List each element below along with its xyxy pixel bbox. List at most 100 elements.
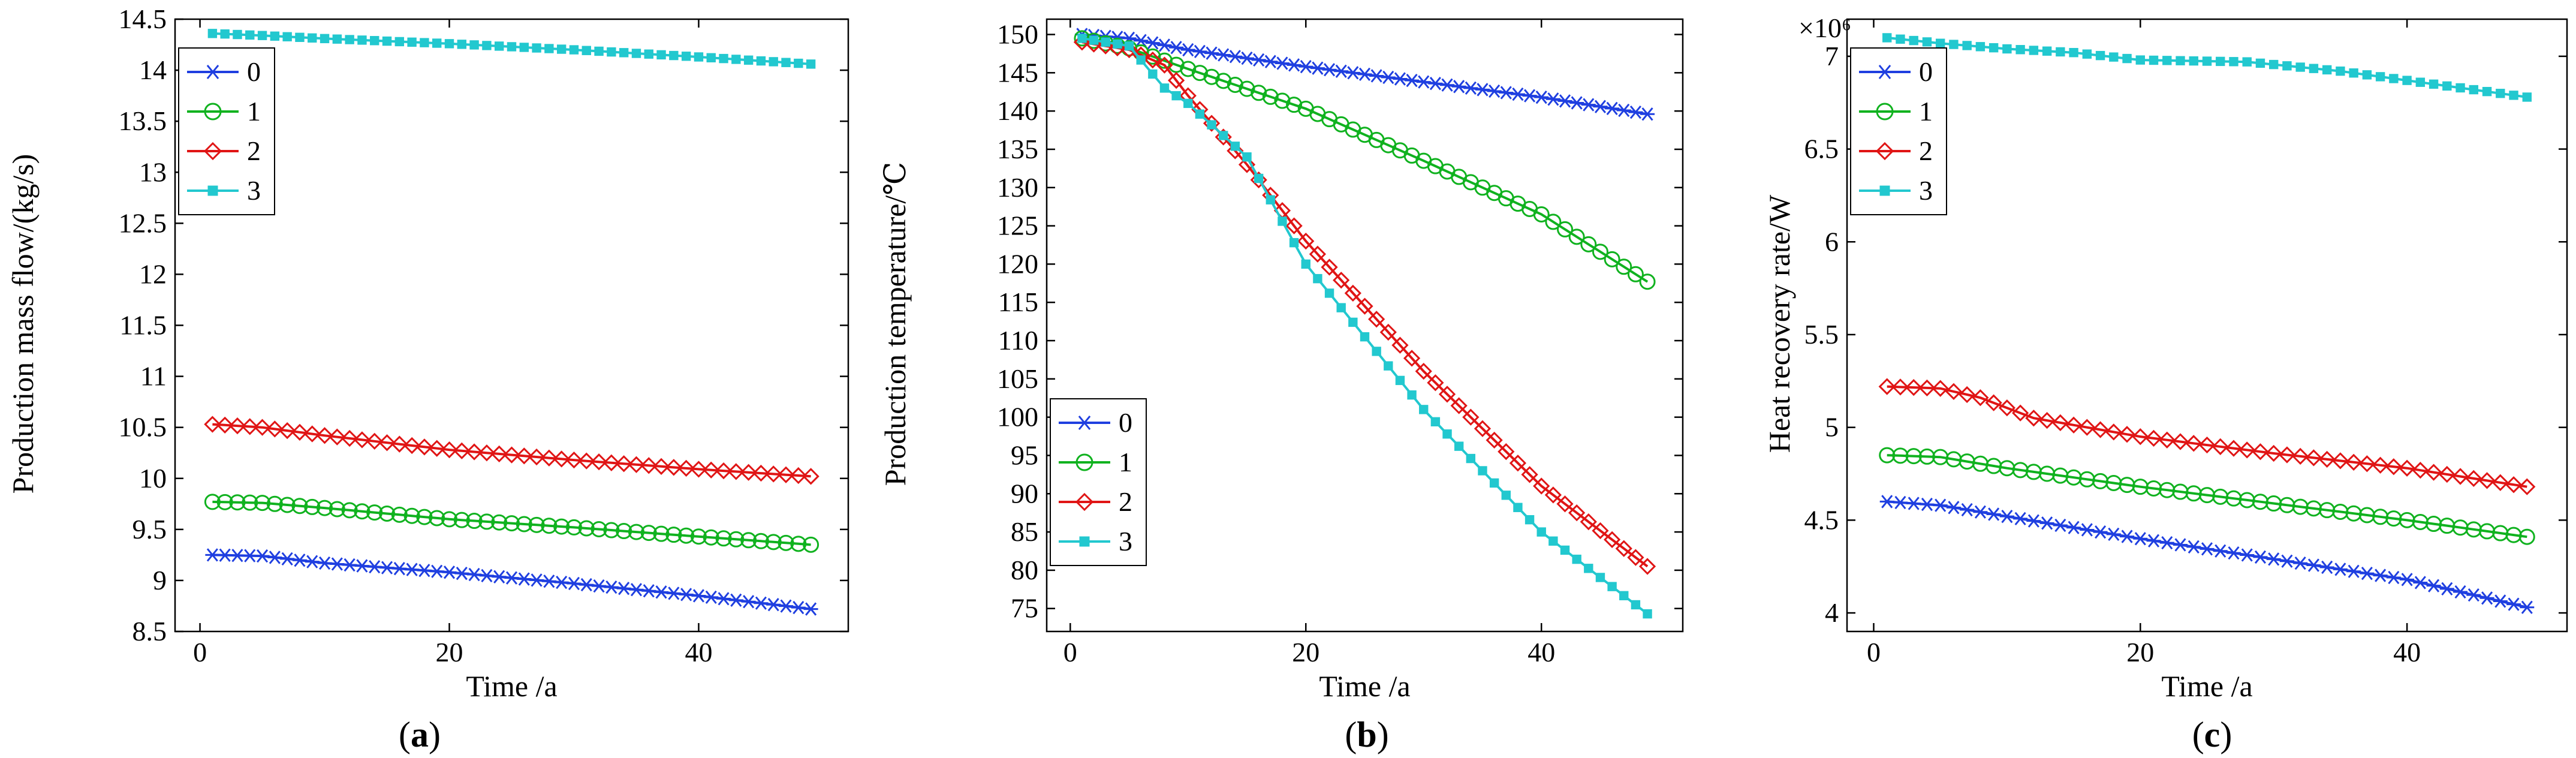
data-point-2 xyxy=(740,464,757,481)
data-point-0 xyxy=(579,577,594,592)
panel-caption: (b) xyxy=(1345,715,1388,754)
data-point-3 xyxy=(1183,98,1193,109)
data-point-2 xyxy=(465,443,483,461)
plot-area-frame xyxy=(1046,18,1684,633)
data-point-2 xyxy=(453,442,471,459)
data-point-2 xyxy=(2505,476,2523,494)
y-tick-label: 6.5 xyxy=(1804,134,1839,164)
data-point-0 xyxy=(2213,544,2228,558)
data-point-3 xyxy=(2295,62,2305,72)
data-point-3 xyxy=(1395,375,1405,386)
data-point-3 xyxy=(1159,83,1170,93)
series-3 xyxy=(1077,34,1652,619)
data-point-1 xyxy=(1191,65,1208,82)
data-point-2 xyxy=(2465,470,2482,488)
data-point-0 xyxy=(1405,73,1420,88)
y-tick-label: 14.5 xyxy=(119,4,167,34)
data-point-2 xyxy=(1891,378,1909,396)
series-0 xyxy=(1879,495,2535,614)
data-point-0 xyxy=(405,563,420,576)
data-point-1 xyxy=(391,506,408,523)
data-point-2 xyxy=(703,461,720,479)
data-point-3 xyxy=(1077,34,1087,43)
series-1 xyxy=(1879,447,2535,545)
data-point-3 xyxy=(681,52,691,61)
data-point-1 xyxy=(304,498,321,515)
data-point-3 xyxy=(2429,79,2439,89)
data-point-2 xyxy=(1333,272,1350,289)
data-point-3 xyxy=(2109,52,2119,62)
data-point-3 xyxy=(1360,332,1370,342)
data-point-3 xyxy=(719,53,728,64)
data-point-3 xyxy=(2469,85,2479,95)
y-tick-label: 145 xyxy=(997,57,1038,88)
y-tick-label: 75 xyxy=(1011,593,1038,624)
data-point-0 xyxy=(379,561,394,574)
data-point-3 xyxy=(370,36,379,46)
data-point-1 xyxy=(1568,228,1585,245)
data-point-0 xyxy=(230,549,245,563)
data-point-2 xyxy=(2425,464,2442,481)
data-point-1 xyxy=(291,498,308,515)
data-point-2 xyxy=(2238,441,2256,459)
y-tick-label: 12 xyxy=(139,258,167,289)
plot-area-frame xyxy=(174,18,849,633)
data-point-3 xyxy=(2135,55,2145,65)
data-point-2 xyxy=(777,466,795,483)
data-point-0 xyxy=(417,564,432,577)
series-line-1 xyxy=(212,500,811,546)
data-point-2 xyxy=(2438,465,2456,483)
data-point-2 xyxy=(341,429,358,447)
data-point-3 xyxy=(2189,56,2198,66)
data-point-2 xyxy=(602,454,620,471)
data-point-0 xyxy=(242,549,257,563)
legend-marker-3 xyxy=(207,185,218,196)
data-point-1 xyxy=(1239,80,1255,97)
data-point-2 xyxy=(1638,558,1656,575)
legend-marker-2 xyxy=(203,142,222,161)
data-point-3 xyxy=(1207,120,1216,130)
data-point-1 xyxy=(379,505,396,522)
data-point-0 xyxy=(2439,582,2454,595)
data-point-3 xyxy=(1962,41,1972,50)
data-point-3 xyxy=(1896,34,1905,44)
data-point-2 xyxy=(2118,426,2136,443)
data-point-1 xyxy=(703,529,719,546)
data-point-3 xyxy=(656,50,666,60)
data-point-2 xyxy=(2078,419,2096,436)
y-tick-label: 80 xyxy=(1011,555,1038,585)
x-tick-label: 20 xyxy=(1292,637,1319,667)
data-point-1 xyxy=(429,510,445,527)
data-point-3 xyxy=(332,34,342,44)
data-point-0 xyxy=(2226,546,2241,560)
data-point-1 xyxy=(1180,61,1197,77)
data-point-3 xyxy=(2229,57,2238,67)
data-point-2 xyxy=(2478,472,2496,489)
data-point-0 xyxy=(1616,103,1631,118)
y-tick-label: 130 xyxy=(997,172,1038,203)
data-point-3 xyxy=(308,33,317,43)
data-point-0 xyxy=(1906,497,1921,510)
data-point-0 xyxy=(255,549,270,563)
data-point-2 xyxy=(2185,435,2203,452)
data-point-2 xyxy=(1344,284,1361,302)
series-3 xyxy=(1882,33,2532,102)
data-point-0 xyxy=(2306,558,2321,572)
data-point-3 xyxy=(220,29,230,39)
data-point-3 xyxy=(1989,43,1999,53)
data-point-2 xyxy=(1615,540,1632,557)
data-point-0 xyxy=(1240,51,1255,65)
data-point-2 xyxy=(1391,336,1409,354)
series-line-2 xyxy=(1081,41,1649,568)
data-point-3 xyxy=(382,36,392,46)
data-point-0 xyxy=(454,567,469,580)
data-point-0 xyxy=(629,583,644,597)
data-point-0 xyxy=(1192,44,1207,59)
data-point-1 xyxy=(715,530,732,547)
data-point-0 xyxy=(567,576,582,591)
legend-label-1: 1 xyxy=(1119,447,1132,477)
data-point-1 xyxy=(1262,88,1279,105)
x-axis-title: Time /a xyxy=(2161,669,2252,703)
data-point-3 xyxy=(233,29,242,40)
